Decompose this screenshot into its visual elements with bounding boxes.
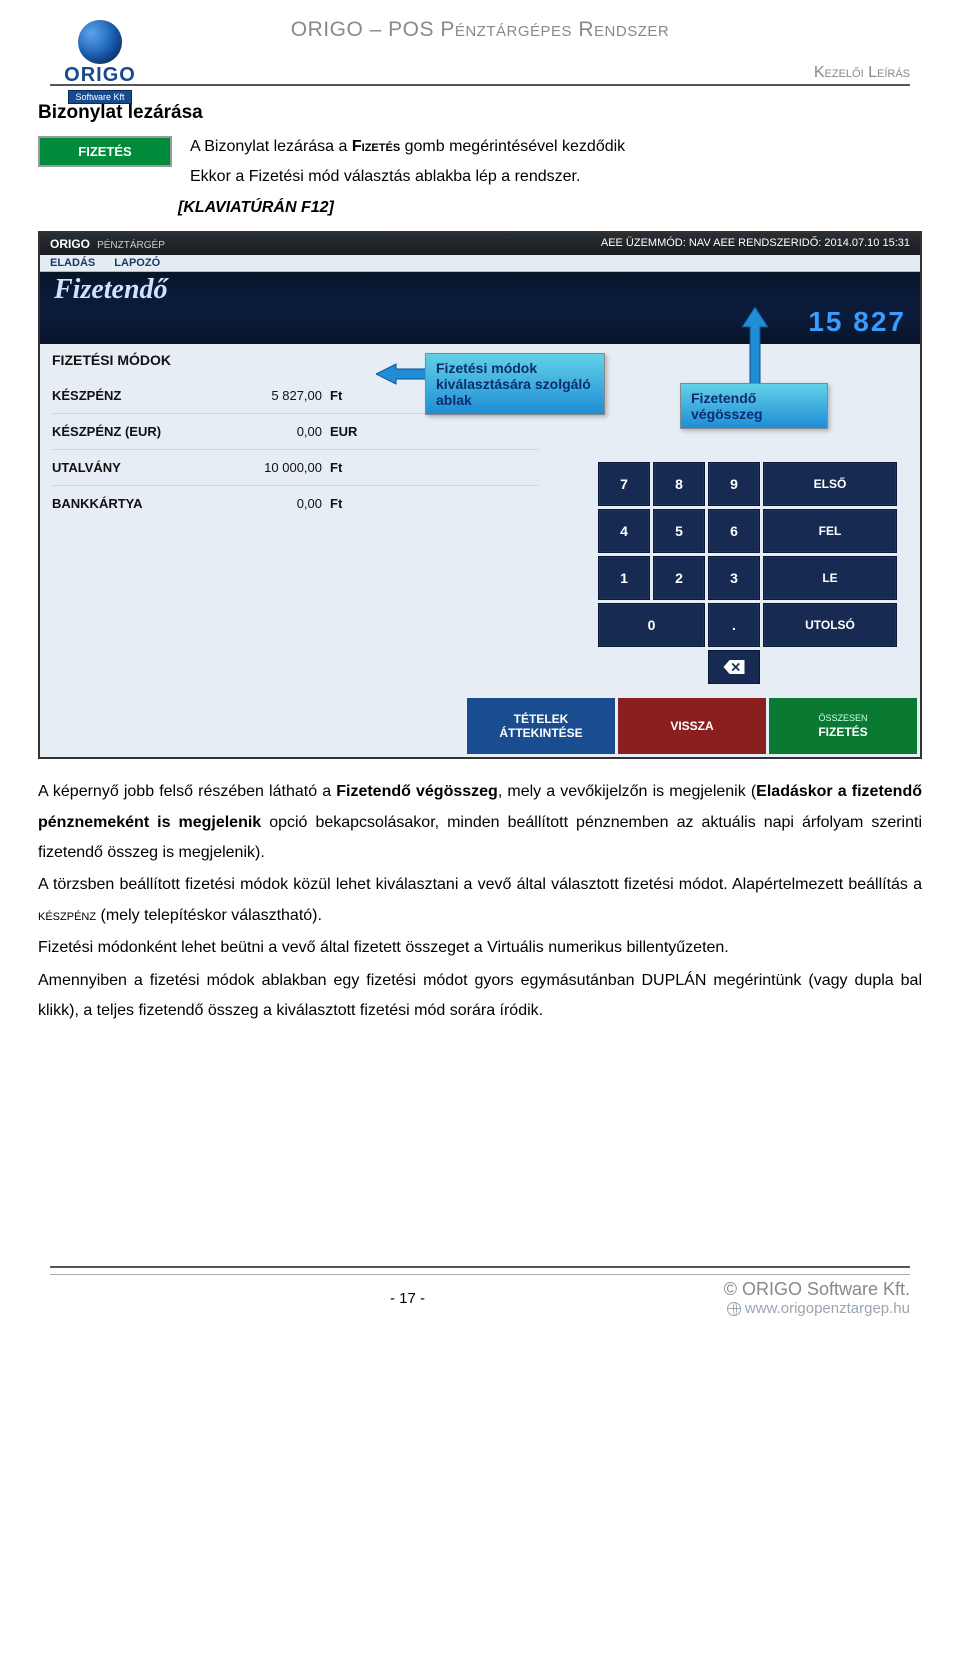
body-text: A képernyő jobb felső részében látható a…	[38, 777, 922, 1026]
callout-arrow-icon	[740, 307, 770, 385]
ss-total-amount: 15 827	[54, 306, 906, 338]
items-overview-button[interactable]: TÉTELEK ÁTTEKINTÉSE	[467, 698, 615, 754]
payment-row[interactable]: UTALVÁNY 10 000,00 Ft	[52, 450, 538, 486]
callout-total-amount: Fizetendő végösszeg	[680, 383, 828, 429]
ss-total-bar: Fizetendő 15 827	[40, 272, 920, 344]
section-heading: Bizonylat lezárása	[38, 102, 922, 124]
ss-menu: ELADÁS LAPOZÓ	[40, 255, 920, 272]
back-button[interactable]: VISSZA	[618, 698, 766, 754]
logo-ball-icon	[78, 20, 122, 64]
intro-line-2: Ekkor a Fizetési mód választás ablakba l…	[190, 164, 625, 190]
logo: ORIGO Software Kft	[50, 20, 150, 105]
footer-divider-light	[50, 1274, 910, 1275]
logo-sub: Software Kft	[68, 90, 131, 104]
key-up[interactable]: FEL	[763, 509, 897, 553]
footer-brand: © ORIGO Software Kft.	[724, 1279, 910, 1300]
pay-button[interactable]: ÖSSZESEN FIZETÉS	[769, 698, 917, 754]
pos-screenshot: ORIGO PÉNZTÁRGÉP AEE ÜZEMMÓD: NAV AEE RE…	[38, 231, 922, 759]
key-backspace[interactable]	[708, 650, 760, 684]
ss-total-title: Fizetendő	[54, 272, 906, 306]
key-8[interactable]: 8	[653, 462, 705, 506]
key-0[interactable]: 0	[598, 603, 705, 647]
ss-titlebar: ORIGO PÉNZTÁRGÉP AEE ÜZEMMÓD: NAV AEE RE…	[40, 233, 920, 255]
key-7[interactable]: 7	[598, 462, 650, 506]
payment-row[interactable]: BANKKÁRTYA 0,00 Ft	[52, 486, 538, 521]
header-title-right: Pénztárgépes Rendszer	[440, 18, 669, 41]
header-title: ORIGO – POS Pénztárgépes Rendszer	[50, 10, 910, 46]
keyboard-hint: [KLAVIATÚRÁN F12]	[178, 199, 922, 217]
fizetes-button-illustration: FIZETÉS	[38, 136, 172, 167]
key-dot[interactable]: .	[708, 603, 760, 647]
globe-icon	[727, 1302, 741, 1316]
key-4[interactable]: 4	[598, 509, 650, 553]
header-title-left: ORIGO – POS	[291, 18, 441, 41]
key-1[interactable]: 1	[598, 556, 650, 600]
ss-brand-sub: PÉNZTÁRGÉP	[97, 240, 165, 251]
key-down[interactable]: LE	[763, 556, 897, 600]
callout-arrow-icon	[376, 361, 426, 387]
key-first[interactable]: ELSŐ	[763, 462, 897, 506]
key-last[interactable]: UTOLSÓ	[763, 603, 897, 647]
page-number: - 17 -	[390, 1290, 425, 1307]
header-subtitle: Kezelői Leírás	[50, 64, 910, 82]
ss-status: AEE ÜZEMMÓD: NAV AEE RENDSZERIDŐ: 2014.0…	[601, 237, 910, 251]
callout-payment-methods: Fizetési módok kiválasztására szolgáló a…	[425, 353, 605, 415]
key-6[interactable]: 6	[708, 509, 760, 553]
payment-row[interactable]: KÉSZPÉNZ (EUR) 0,00 EUR	[52, 414, 538, 450]
logo-name: ORIGO	[50, 64, 150, 87]
ss-menu-lapozo[interactable]: LAPOZÓ	[114, 257, 160, 269]
ss-bottom-bar: TÉTELEK ÁTTEKINTÉSE VISSZA ÖSSZESEN FIZE…	[40, 695, 920, 757]
ss-menu-eladas[interactable]: ELADÁS	[50, 257, 95, 269]
key-9[interactable]: 9	[708, 462, 760, 506]
backspace-icon	[723, 660, 745, 674]
key-2[interactable]: 2	[653, 556, 705, 600]
key-5[interactable]: 5	[653, 509, 705, 553]
footer-url: www.origopenztargep.hu	[724, 1300, 910, 1317]
ss-brand: ORIGO	[50, 237, 90, 251]
intro-line-1: A Bizonylat lezárása a Fizetés gomb megé…	[190, 134, 625, 160]
footer-divider	[50, 1266, 910, 1268]
key-3[interactable]: 3	[708, 556, 760, 600]
